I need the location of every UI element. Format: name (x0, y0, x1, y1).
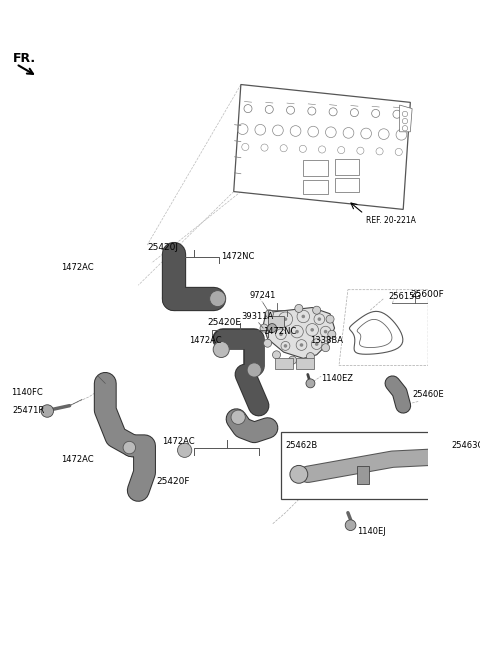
Circle shape (301, 315, 305, 318)
Circle shape (279, 332, 283, 336)
Bar (268, 317, 284, 327)
Circle shape (284, 317, 287, 321)
Bar (335, 158, 360, 175)
Text: 25463G: 25463G (451, 442, 480, 450)
Circle shape (326, 315, 334, 323)
Polygon shape (234, 85, 410, 210)
Circle shape (440, 447, 456, 464)
Polygon shape (357, 319, 392, 348)
Text: 25460E: 25460E (412, 390, 444, 399)
Circle shape (300, 343, 303, 347)
Bar (303, 160, 328, 177)
Circle shape (273, 351, 280, 359)
Text: 25462B: 25462B (286, 442, 318, 450)
Circle shape (322, 344, 330, 351)
Circle shape (265, 309, 274, 318)
Bar (303, 180, 328, 194)
Text: 1140EZ: 1140EZ (321, 374, 353, 384)
Text: 25420F: 25420F (156, 477, 190, 486)
Bar (296, 358, 314, 369)
Circle shape (178, 443, 192, 457)
Circle shape (260, 324, 268, 332)
Circle shape (290, 465, 308, 484)
Circle shape (268, 324, 276, 332)
Text: 25471R: 25471R (12, 405, 45, 415)
Circle shape (306, 379, 315, 388)
Circle shape (345, 520, 356, 531)
Circle shape (210, 290, 226, 307)
Text: 1472NC: 1472NC (263, 327, 297, 336)
Bar (275, 358, 293, 369)
Polygon shape (400, 105, 412, 132)
Text: 1338BA: 1338BA (311, 336, 343, 345)
Circle shape (288, 356, 297, 364)
Text: 97241: 97241 (250, 292, 276, 300)
Polygon shape (349, 311, 403, 354)
Circle shape (295, 304, 303, 313)
Circle shape (311, 328, 314, 332)
Circle shape (41, 405, 54, 417)
Polygon shape (263, 307, 335, 358)
Circle shape (247, 363, 262, 377)
Bar (357, 466, 369, 484)
Text: REF. 20-221A: REF. 20-221A (366, 215, 416, 225)
Text: 39311A: 39311A (241, 312, 273, 321)
Text: 25420E: 25420E (208, 318, 242, 327)
Text: FR.: FR. (12, 51, 36, 64)
Text: 1472AC: 1472AC (60, 263, 93, 272)
Circle shape (315, 342, 318, 346)
Text: 1472AC: 1472AC (60, 455, 93, 464)
Text: 1472AC: 1472AC (162, 437, 195, 446)
Bar (335, 178, 360, 193)
Circle shape (123, 442, 135, 454)
Text: 1140EJ: 1140EJ (357, 527, 385, 536)
Circle shape (324, 330, 327, 333)
Circle shape (306, 353, 314, 361)
Circle shape (231, 410, 245, 424)
Circle shape (284, 344, 287, 348)
Text: 1472NC: 1472NC (221, 252, 254, 261)
Text: 1140FC: 1140FC (11, 388, 42, 397)
Text: 1472AC: 1472AC (189, 336, 222, 345)
Circle shape (318, 317, 321, 321)
Circle shape (213, 342, 229, 357)
Text: 25420J: 25420J (147, 243, 178, 252)
Circle shape (328, 330, 336, 338)
Circle shape (264, 339, 272, 348)
Bar (281, 432, 464, 499)
Circle shape (295, 330, 299, 333)
Text: 25600F: 25600F (410, 290, 444, 299)
Circle shape (312, 306, 321, 314)
Text: 25615G: 25615G (388, 292, 421, 302)
